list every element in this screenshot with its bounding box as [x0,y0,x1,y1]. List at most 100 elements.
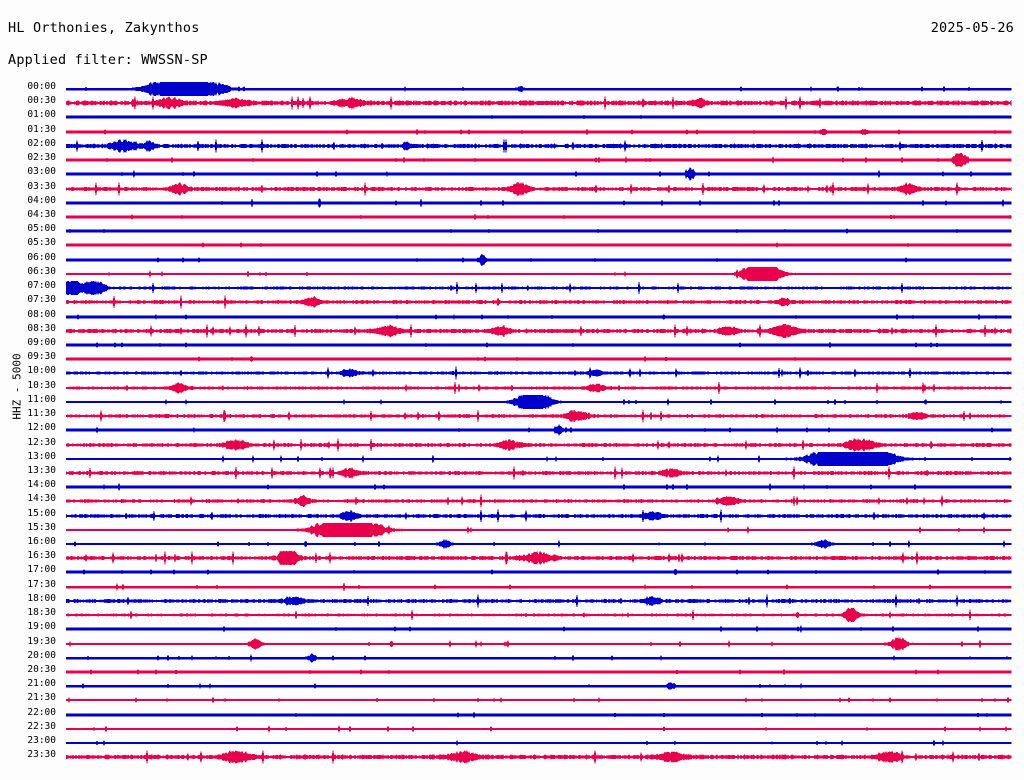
time-axis-label: 07:30 [27,294,56,306]
helicorder-row: 16:30 [0,551,1024,566]
time-axis-label: 09:30 [27,351,56,363]
time-axis-label: 22:30 [27,720,56,732]
time-axis-label: 14:00 [27,479,56,491]
helicorder-row: 20:00 [0,649,1024,665]
time-axis-label: 01:00 [27,109,56,121]
helicorder-row: 04:00 [0,194,1024,210]
time-axis-label: 07:00 [27,280,56,292]
seismic-trace [65,295,1012,309]
seismic-trace [65,210,1012,224]
time-axis-label: 12:30 [27,436,56,448]
time-axis-label: 00:00 [27,81,56,92]
time-axis-label: 10:00 [27,365,56,377]
time-axis-label: 00:30 [27,95,56,107]
seismic-trace [65,580,1012,594]
helicorder-row: 07:30 [0,295,1024,309]
time-axis-label: 14:30 [27,493,56,505]
page-title: HL Orthonies, Zakynthos [8,20,200,36]
seismic-trace [65,352,1012,366]
helicorder-row: 05:00 [0,224,1024,238]
helicorder-row: 18:00 [0,592,1024,608]
time-axis-label: 05:00 [27,223,56,235]
seismic-trace [65,622,1012,636]
helicorder-row: 21:30 [0,693,1024,707]
seismic-trace [65,537,1012,551]
seismic-trace [65,338,1012,352]
helicorder-row: 00:30 [0,95,1024,111]
time-axis-label: 08:00 [27,308,56,320]
time-axis-label: 09:00 [27,336,56,348]
time-axis-label: 11:30 [27,408,56,420]
seismic-trace [65,96,1012,111]
helicorder-row: 02:30 [0,153,1024,168]
seismic-trace [65,508,1012,523]
helicorder-row: 01:30 [0,123,1024,139]
seismic-trace [65,394,1012,410]
time-axis-label: 20:30 [27,664,56,676]
helicorder-row: 09:30 [0,352,1024,366]
helicorder-row: 06:30 [0,265,1024,281]
seismic-trace [65,750,1012,765]
time-axis-label: 06:00 [27,251,56,263]
seismic-trace [65,679,1012,693]
time-axis-label: 04:00 [27,194,56,206]
seismic-trace [65,153,1012,168]
helicorder-row: 09:00 [0,336,1024,352]
seismic-trace [65,608,1012,622]
helicorder-plot: 00:00 00:30 01:00 01:30 02:00 02:30 03:00 03:30… [0,78,1024,776]
helicorder-row: 17:00 [0,565,1024,579]
helicorder-row: 23:00 [0,736,1024,750]
time-axis-label: 02:00 [27,137,56,149]
helicorder-row: 13:00 [0,451,1024,466]
time-axis-label: 16:00 [27,536,56,548]
helicorder-row: 16:00 [0,537,1024,551]
helicorder-row: 12:00 [0,423,1024,437]
time-axis-label: 20:00 [27,649,56,661]
helicorder-row: 08:30 [0,323,1024,338]
seismic-trace [65,280,1012,296]
seismic-trace [65,423,1012,437]
applied-filter-label: Applied filter: WWSSN-SP [8,52,208,68]
helicorder-row: 11:00 [0,393,1024,410]
helicorder-row: 01:00 [0,110,1024,124]
time-axis-label: 23:30 [27,749,56,761]
seismic-trace [65,381,1012,395]
seismic-trace [65,594,1012,608]
time-axis-label: 15:00 [27,507,56,519]
seismic-trace [65,253,1012,267]
time-axis-label: 11:00 [27,393,56,405]
seismic-trace [65,693,1012,707]
helicorder-row: 08:00 [0,308,1024,324]
time-axis-label: 19:00 [27,621,56,633]
seismic-trace [65,125,1012,139]
helicorder-row: 19:00 [0,622,1024,636]
time-axis-label: 03:30 [27,180,56,192]
helicorder-row: 22:30 [0,720,1024,736]
seismic-trace [65,138,1012,154]
helicorder-row: 23:30 [0,749,1024,765]
time-axis-label: 17:30 [27,578,56,590]
time-axis-label: 03:00 [27,166,56,178]
helicorder-row: 03:00 [0,166,1024,182]
helicorder-row: 13:30 [0,465,1024,480]
time-axis-label: 19:30 [27,635,56,647]
seismic-trace [65,323,1012,338]
seismic-trace [65,651,1012,665]
time-axis-label: 06:30 [27,265,56,277]
helicorder-row: 10:00 [0,366,1024,380]
seismic-trace [65,409,1012,423]
seismic-trace [65,181,1012,196]
seismic-trace [65,466,1012,480]
time-axis-label: 22:00 [27,706,56,718]
helicorder-row: 19:30 [0,635,1024,651]
time-axis-label: 01:30 [27,123,56,135]
helicorder-row: 10:30 [0,379,1024,395]
time-axis-label: 15:30 [27,521,56,533]
time-axis-label: 18:30 [27,607,56,619]
helicorder-row: 14:30 [0,494,1024,508]
time-axis-label: 10:30 [27,379,56,391]
helicorder-row: 11:30 [0,409,1024,423]
time-axis-label: 18:00 [27,592,56,604]
seismic-trace [65,167,1012,182]
